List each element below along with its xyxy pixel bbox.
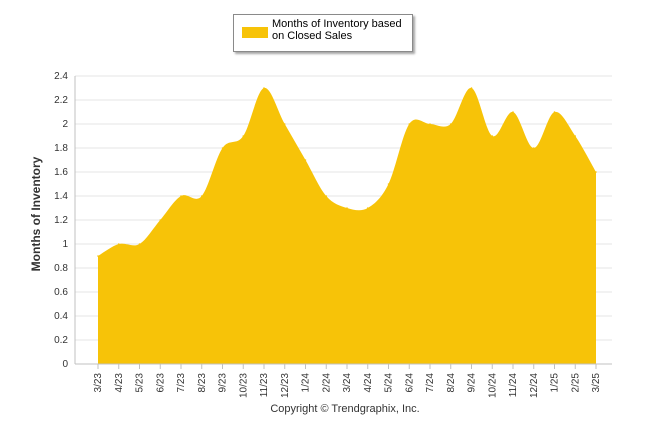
y-tick-label: 2.4 [54,71,68,82]
x-tick-label: 1/25 [550,373,561,393]
data-point [242,135,245,137]
data-point [200,195,203,197]
series-area [98,87,596,364]
x-tick-label: 10/23 [238,373,249,398]
y-tick-label: 2.2 [54,95,68,106]
data-point [408,123,411,125]
axes [74,76,612,369]
data-point [595,171,597,173]
x-tick-label: 12/24 [529,373,540,398]
x-tick-labels: 3/23 4/23 5/23 6/23 7/23 8/23 9/23 10/23 11/23 12… [93,373,602,398]
x-tick-label: 6/23 [155,373,166,393]
data-point [283,123,286,125]
x-tick-label: 9/23 [218,373,229,393]
data-point [117,243,120,245]
x-tick-label: 3/25 [591,373,602,393]
y-tick-label: 1.6 [54,167,68,178]
data-point [491,135,494,137]
x-tick-label: 6/24 [404,373,415,393]
x-tick-label: 5/24 [384,373,395,393]
x-tick-label: 1/24 [301,373,312,393]
data-point [97,255,99,257]
series-area-layer [97,87,597,364]
data-point [512,111,514,113]
y-tick-label: 0 [62,359,68,370]
data-point [429,123,431,125]
data-point [346,207,348,209]
legend-label: Months of Inventory based on Closed Sale… [272,18,402,42]
data-point [180,195,182,197]
data-point [325,195,328,197]
x-tick-label: 3/23 [93,373,104,393]
data-point [263,87,265,89]
legend[interactable]: Months of Inventory based on Closed Sale… [233,14,413,52]
x-tick-label: 11/23 [259,373,270,398]
x-tick-label: 11/24 [508,373,519,398]
y-tick-label: 0.4 [54,311,68,322]
data-point [449,123,452,125]
data-point [159,219,162,221]
x-tick-label: 12/23 [280,373,291,398]
y-tick-label: 1 [62,239,68,250]
y-tick-label: 0.6 [54,287,68,298]
data-point [532,147,535,149]
x-tick-label: 7/23 [176,373,187,393]
x-tick-label: 9/24 [467,373,478,393]
data-point [553,111,556,113]
x-tick-label: 5/23 [135,373,146,393]
x-tick-label: 8/23 [197,373,208,393]
y-tick-label: 2 [62,119,68,130]
data-point [366,207,369,209]
y-tick-label: 1.4 [54,191,68,202]
x-tick-label: 2/25 [570,373,581,393]
legend-swatch [242,27,268,38]
y-tick-label: 0.2 [54,335,68,346]
x-tick-label: 4/24 [363,373,374,393]
data-point [221,147,224,149]
y-tick-label: 1.8 [54,143,68,154]
x-tick-label: 7/24 [425,373,436,393]
y-tick-label: 0.8 [54,263,68,274]
y-tick-label: 1.2 [54,215,68,226]
y-tick-labels: 0 0.2 0.4 0.6 0.8 1 1.2 1.4 1.6 1.8 2 2.2 2.4 [54,71,68,370]
data-point [304,159,307,161]
data-point [387,183,390,185]
y-axis-label: Months of Inventory [29,156,43,271]
x-tick-label: 10/24 [487,373,498,398]
copyright-text: Copyright © Trendgraphix, Inc. [270,403,420,415]
x-tick-label: 3/24 [342,373,353,393]
x-tick-label: 8/24 [446,373,457,393]
x-tick-label: 2/24 [321,373,332,393]
data-point [470,87,473,89]
data-point [574,135,577,137]
x-tick-label: 4/23 [114,373,125,393]
data-point [138,243,141,245]
